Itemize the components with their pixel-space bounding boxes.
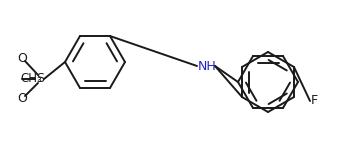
- Text: O: O: [17, 93, 27, 105]
- Text: F: F: [310, 95, 318, 107]
- Text: O: O: [17, 52, 27, 64]
- Text: CH₃: CH₃: [20, 73, 42, 85]
- Text: S: S: [36, 73, 44, 85]
- Text: NH: NH: [198, 59, 216, 73]
